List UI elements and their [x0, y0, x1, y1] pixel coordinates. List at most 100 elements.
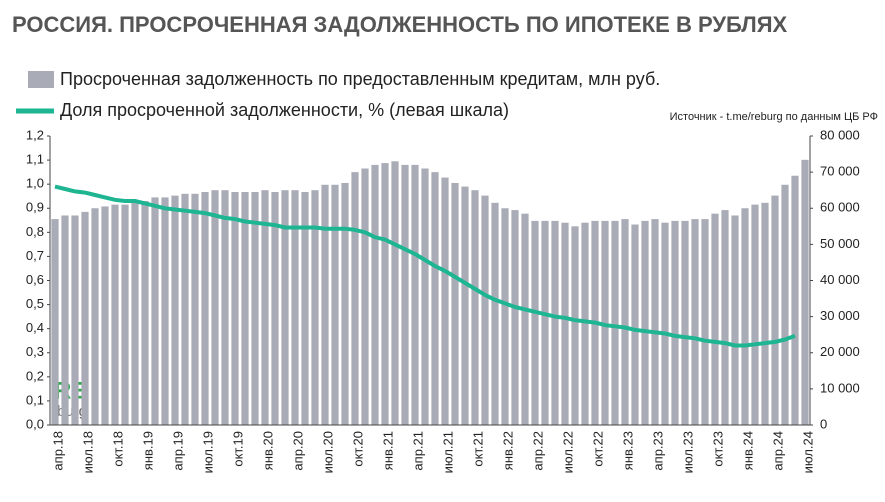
x-tick-label: окт.22	[590, 431, 605, 467]
bar	[531, 220, 539, 425]
tick-label: 0,7	[26, 248, 44, 263]
x-tick-label: июл.22	[560, 431, 575, 473]
x-tick-label: апр.19	[170, 431, 185, 471]
bar	[461, 186, 469, 425]
bar	[61, 215, 69, 425]
bar	[71, 215, 79, 425]
bar	[281, 190, 289, 425]
bar	[671, 220, 679, 425]
bar	[761, 202, 769, 425]
tick-label: 40 000	[820, 272, 860, 287]
tick-label: 0,4	[26, 320, 44, 335]
bar	[301, 191, 309, 425]
bar	[451, 182, 459, 425]
bar	[81, 211, 89, 425]
bar	[101, 206, 109, 425]
bar	[741, 208, 749, 425]
bar	[191, 193, 199, 425]
bar	[431, 172, 439, 425]
source: Источник - t.me/reburg по данным ЦБ РФ	[670, 111, 878, 123]
legend-label: Просроченная задолженность по предоставл…	[60, 69, 660, 89]
bar	[91, 208, 99, 425]
tick-label: 0,1	[26, 392, 44, 407]
bar	[241, 191, 249, 425]
chart-title: РОССИЯ. ПРОСРОЧЕННАЯ ЗАДОЛЖЕННОСТЬ ПО ИП…	[12, 12, 788, 37]
x-tick-label: июл.21	[440, 431, 455, 473]
bar	[551, 220, 559, 425]
bar	[501, 208, 509, 425]
tick-label: 0,0	[26, 416, 44, 431]
tick-label: 10 000	[820, 380, 860, 395]
bar	[801, 159, 809, 425]
bar	[361, 168, 369, 425]
tick-label: 1,1	[26, 152, 44, 167]
x-tick-label: апр.20	[290, 431, 305, 471]
tick-label: 70 000	[820, 164, 860, 179]
bar	[711, 213, 719, 425]
bar	[291, 190, 299, 425]
bar	[341, 182, 349, 425]
bar	[681, 220, 689, 425]
x-tick-label: окт.18	[110, 431, 125, 467]
x-tick-label: янв.23	[620, 431, 635, 470]
bar	[201, 191, 209, 425]
bar	[651, 219, 659, 425]
bar	[381, 163, 389, 425]
tick-label: 0	[820, 416, 827, 431]
bar	[161, 197, 169, 425]
x-tick-label: июл.19	[200, 431, 215, 473]
bar	[751, 204, 759, 425]
bar	[411, 164, 419, 425]
bar	[321, 184, 329, 425]
x-tick-label: июл.23	[680, 431, 695, 473]
bar	[771, 195, 779, 425]
tick-label: 1,0	[26, 176, 44, 191]
tick-label: 0,8	[26, 224, 44, 239]
bar	[621, 219, 629, 425]
bar	[181, 193, 189, 425]
legend-swatch	[28, 71, 54, 88]
bar	[351, 172, 359, 425]
bar	[371, 164, 379, 425]
x-tick-label: окт.21	[470, 431, 485, 467]
tick-label: 30 000	[820, 308, 860, 323]
bar	[631, 224, 639, 425]
bar	[701, 219, 709, 425]
bar	[261, 190, 269, 425]
bar	[211, 190, 219, 425]
x-tick-label: июл.18	[80, 431, 95, 473]
bar	[471, 190, 479, 425]
legend-label: Доля просроченной задолженности, % (лева…	[60, 100, 509, 120]
x-tick-label: июл.24	[800, 431, 815, 473]
bar	[791, 175, 799, 425]
x-tick-label: янв.22	[500, 431, 515, 470]
bar	[561, 222, 569, 425]
tick-label: 80 000	[820, 127, 860, 142]
line	[54, 184, 796, 348]
bar	[691, 219, 699, 425]
tick-label: 0,3	[26, 344, 44, 359]
x-tick-label: апр.21	[410, 431, 425, 471]
bar	[231, 191, 239, 425]
bar	[481, 195, 489, 425]
x-tick-label: апр.22	[530, 431, 545, 471]
bar	[111, 204, 119, 425]
x-tick-label: янв.24	[740, 431, 755, 470]
x-tick-label: окт.23	[710, 431, 725, 467]
bar	[221, 190, 229, 425]
bar	[391, 161, 399, 425]
bar	[121, 204, 129, 425]
bar	[151, 197, 159, 425]
bar	[51, 219, 59, 425]
tick-label: 60 000	[820, 200, 860, 215]
bar	[251, 191, 259, 425]
bar	[401, 164, 409, 425]
tick-label: 20 000	[820, 344, 860, 359]
bar	[601, 220, 609, 425]
bar	[441, 177, 449, 425]
bar	[781, 184, 789, 425]
bar	[131, 202, 139, 425]
bar	[491, 202, 499, 425]
tick-label: 0,2	[26, 368, 44, 383]
